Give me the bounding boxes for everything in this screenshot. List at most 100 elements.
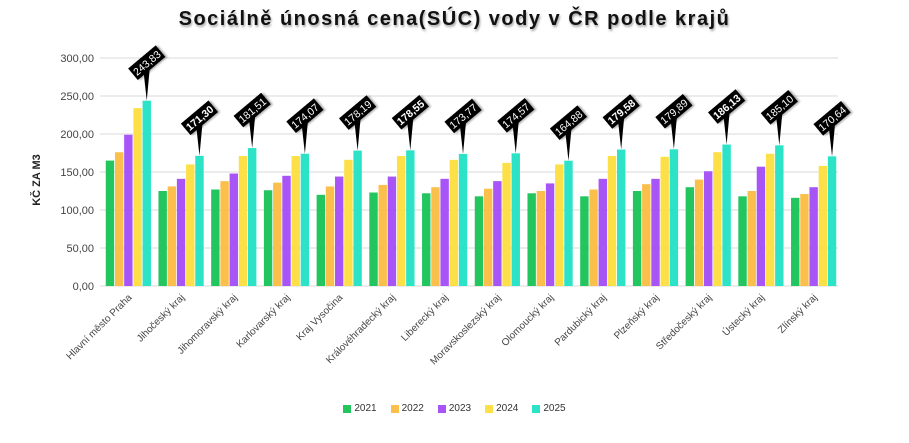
bar-2021 — [263, 190, 273, 286]
x-tick-label: Zlínský kraj — [776, 292, 820, 336]
bar-2025 — [406, 150, 415, 286]
bar-2022 — [431, 187, 440, 286]
bar-2025 — [827, 156, 837, 286]
legend-swatch — [532, 404, 541, 413]
bar-2023 — [282, 175, 291, 286]
bar-2025 — [142, 100, 151, 286]
bar-2025 — [616, 149, 626, 286]
bar-2024 — [660, 156, 669, 286]
data-label: 181,51 — [233, 92, 271, 149]
chart-title: Sociálně únosná cena(SÚC) vody v ČR podl… — [178, 8, 731, 30]
x-tick-label: Olomoucký kraj — [500, 292, 557, 349]
x-tick-label: Středočeský kraj — [654, 292, 714, 352]
bar-2023 — [229, 173, 238, 286]
data-label: 174,57 — [497, 98, 535, 154]
legend-swatch — [343, 404, 352, 413]
y-tick-label: 250,00 — [60, 91, 94, 103]
bar-2021 — [369, 192, 378, 286]
data-label: 174,07 — [286, 98, 324, 154]
bar-2023 — [335, 176, 344, 286]
bar-2023 — [756, 166, 766, 286]
bar-2024 — [238, 156, 248, 286]
bar-2022 — [114, 152, 124, 286]
bar-2022 — [325, 186, 335, 286]
bar-2021 — [685, 187, 695, 286]
y-axis-label: KČ ZA M3 — [30, 154, 43, 206]
data-label-box — [286, 98, 324, 134]
bar-2022 — [694, 179, 704, 286]
bar-2021 — [211, 189, 220, 286]
bar-2024 — [765, 153, 775, 286]
bar-2024 — [449, 159, 459, 286]
bar-2023 — [651, 178, 660, 286]
bar-2024 — [555, 164, 564, 286]
y-tick-label: 100,00 — [60, 205, 94, 217]
x-axis-ticks: Hlavní město Praha Jihočeský krajJihomora… — [65, 291, 820, 367]
bar-2022 — [800, 194, 809, 286]
data-label: 185,10 — [760, 90, 798, 146]
bar-2021 — [474, 196, 484, 286]
legend-swatch — [390, 404, 399, 413]
data-label-box — [233, 92, 271, 128]
legend-item-2021: 2021 — [343, 403, 377, 414]
bar-2025 — [247, 148, 257, 286]
data-label-box — [339, 95, 377, 130]
data-label-box — [760, 90, 798, 125]
y-tick-label: 200,00 — [60, 129, 94, 141]
bar-2023 — [124, 134, 133, 286]
data-label-box — [128, 45, 166, 81]
data-label-box — [655, 93, 693, 129]
data-label: 173,77 — [444, 98, 482, 154]
bar-2022 — [589, 189, 598, 286]
data-label: 171,30 — [180, 100, 219, 156]
data-label: 178,55 — [391, 94, 429, 151]
data-label-box — [708, 89, 746, 124]
bar-2023 — [598, 178, 607, 286]
bar-2023 — [440, 178, 449, 286]
legend-label: 2024 — [496, 403, 519, 414]
bar-2021 — [105, 160, 115, 286]
data-label-box — [813, 100, 851, 136]
bar-2025 — [458, 153, 468, 286]
bar-2021 — [632, 191, 642, 286]
data-label: 186,13 — [708, 89, 746, 145]
legend-label: 2021 — [354, 403, 377, 414]
bar-2024 — [344, 159, 353, 286]
y-tick-label: 150,00 — [60, 167, 94, 179]
bar-2021 — [316, 194, 326, 286]
data-label-box — [391, 94, 429, 130]
bar-2021 — [738, 196, 747, 286]
data-labels: 243,83 171,30 181,51 174,07 178,19 178,55 173,… — [128, 45, 851, 161]
x-tick-label: Jihočeský kraj — [135, 292, 187, 344]
y-axis-ticks: 0,00 50,00 100,00 150,00 200,00 250,00 300,00 — [60, 53, 94, 293]
legend-item-2023: 2023 — [437, 403, 472, 414]
data-label: 178,19 — [339, 95, 377, 151]
bar-2022 — [378, 184, 387, 286]
bar-2022 — [483, 188, 493, 286]
bar-2025 — [564, 160, 573, 286]
bar-2021 — [791, 197, 800, 286]
x-tick-label: Hlavní město Praha — [65, 292, 135, 362]
bar-2021 — [527, 193, 536, 286]
bar-2021 — [158, 191, 167, 286]
data-label: 170,64 — [813, 100, 851, 157]
bar-2024 — [396, 156, 406, 286]
bar-2024 — [818, 165, 828, 286]
data-label-box — [602, 94, 640, 129]
legend-label: 2023 — [448, 403, 472, 414]
legend-swatch — [485, 404, 494, 413]
legend-item-2025: 2025 — [532, 403, 566, 414]
data-label-box — [549, 105, 588, 141]
bar-2024 — [502, 162, 511, 286]
bar-2022 — [167, 186, 177, 286]
bar-2024 — [133, 108, 142, 286]
bar-2022 — [642, 184, 651, 286]
y-tick-label: 300,00 — [60, 53, 94, 65]
y-tick-label: 50,00 — [66, 243, 94, 255]
data-label-box — [180, 100, 219, 136]
bar-2022 — [220, 181, 229, 286]
data-label: 179,58 — [602, 94, 640, 150]
legend-label: 2025 — [543, 403, 566, 414]
bar-2025 — [775, 145, 784, 286]
